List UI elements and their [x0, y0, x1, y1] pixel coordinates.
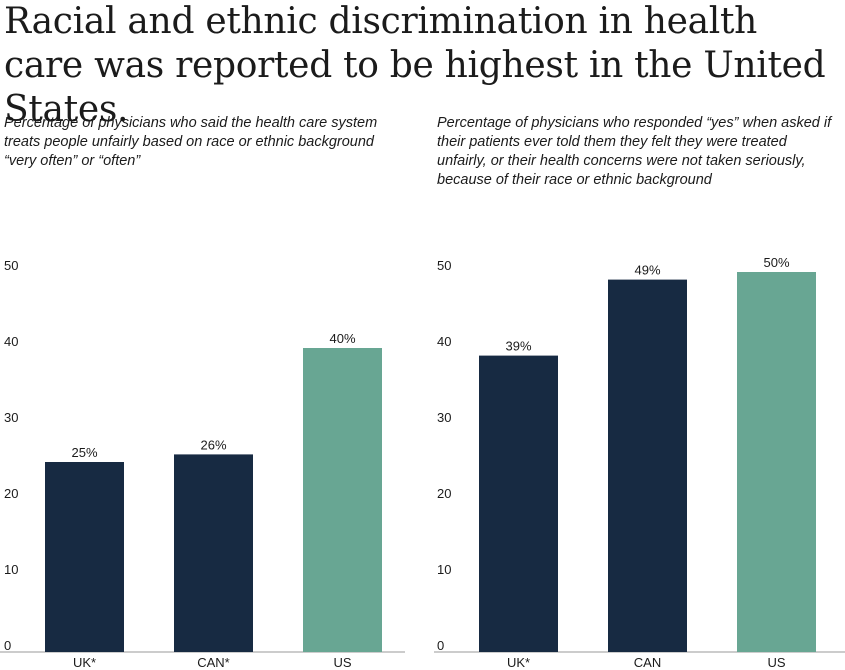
- right-y-tick-label: 20: [437, 486, 451, 501]
- left-y-tick-label: 10: [4, 562, 18, 577]
- right-y-tick-label: 0: [437, 638, 444, 653]
- left-y-tick-label: 20: [4, 486, 18, 501]
- right-category-label: UK*: [507, 655, 530, 670]
- left-y-tick-label: 40: [4, 334, 18, 349]
- left-bar-uk: [45, 462, 124, 652]
- left-category-label: US: [333, 655, 351, 670]
- left-data-label: 26%: [200, 437, 226, 452]
- left-category-label: CAN*: [197, 655, 230, 670]
- left-y-tick-label: 0: [4, 638, 11, 653]
- right-category-label: US: [767, 655, 785, 670]
- right-data-label: 39%: [505, 339, 531, 354]
- left-bar-can: [174, 454, 253, 652]
- left-y-tick-label: 30: [4, 410, 18, 425]
- right-data-label: 50%: [763, 255, 789, 270]
- page-title: Racial and ethnic discrimination in heal…: [4, 1, 826, 130]
- right-y-tick-label: 10: [437, 562, 451, 577]
- left-category-label: UK*: [73, 655, 96, 670]
- right-bar-can: [608, 279, 687, 652]
- right-y-tick-label: 40: [437, 334, 451, 349]
- right-bar-us: [737, 272, 816, 652]
- right-category-label: CAN: [634, 655, 661, 670]
- right-chart-subtitle: Percentage of physicians who responded “…: [437, 115, 832, 188]
- left-chart-subtitle: Percentage of physicians who said the he…: [4, 115, 378, 169]
- right-y-tick-label: 50: [437, 258, 451, 273]
- left-bar-us: [303, 348, 382, 652]
- left-data-label: 25%: [71, 445, 97, 460]
- right-bar-uk: [479, 355, 558, 652]
- left-y-tick-label: 50: [4, 258, 18, 273]
- left-data-label: 40%: [329, 331, 355, 346]
- right-data-label: 49%: [634, 263, 660, 278]
- right-y-tick-label: 30: [437, 410, 451, 425]
